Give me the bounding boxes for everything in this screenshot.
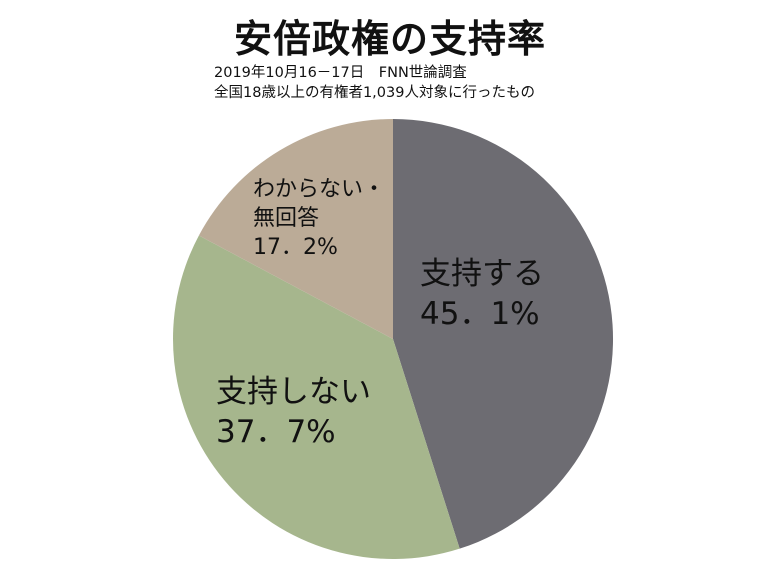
survey-sample-note: 全国18歳以上の有権者1,039人対象に行ったもの — [214, 85, 535, 101]
chart-title: 安倍政権の支持率 — [233, 17, 546, 61]
pie-slice-2-value-label: 37．7% — [216, 414, 336, 450]
pie-slices — [173, 119, 614, 560]
pie-slice-3-category-label: わからない・ — [253, 177, 385, 202]
pie-slice-3-category-label: 無回答 — [253, 206, 319, 231]
pie-slice-2 — [173, 235, 460, 560]
pie-slice-1-value-label: 45．1% — [420, 296, 540, 332]
pie-slice-2-category-label: 支持しない — [216, 374, 371, 410]
pie-slice-1-category-label: 支持する — [420, 256, 544, 292]
pie-slice-1 — [393, 119, 614, 549]
pie-labels: 支持する 45．1% 支持しない 37．7% わからない・無回答 17．2% — [216, 177, 544, 450]
survey-date-source: 2019年10月16－17日 FNN世論調査 — [214, 65, 467, 81]
pie-slice-3-value-label: 17．2% — [253, 235, 338, 260]
pie-slice-3 — [198, 119, 393, 339]
